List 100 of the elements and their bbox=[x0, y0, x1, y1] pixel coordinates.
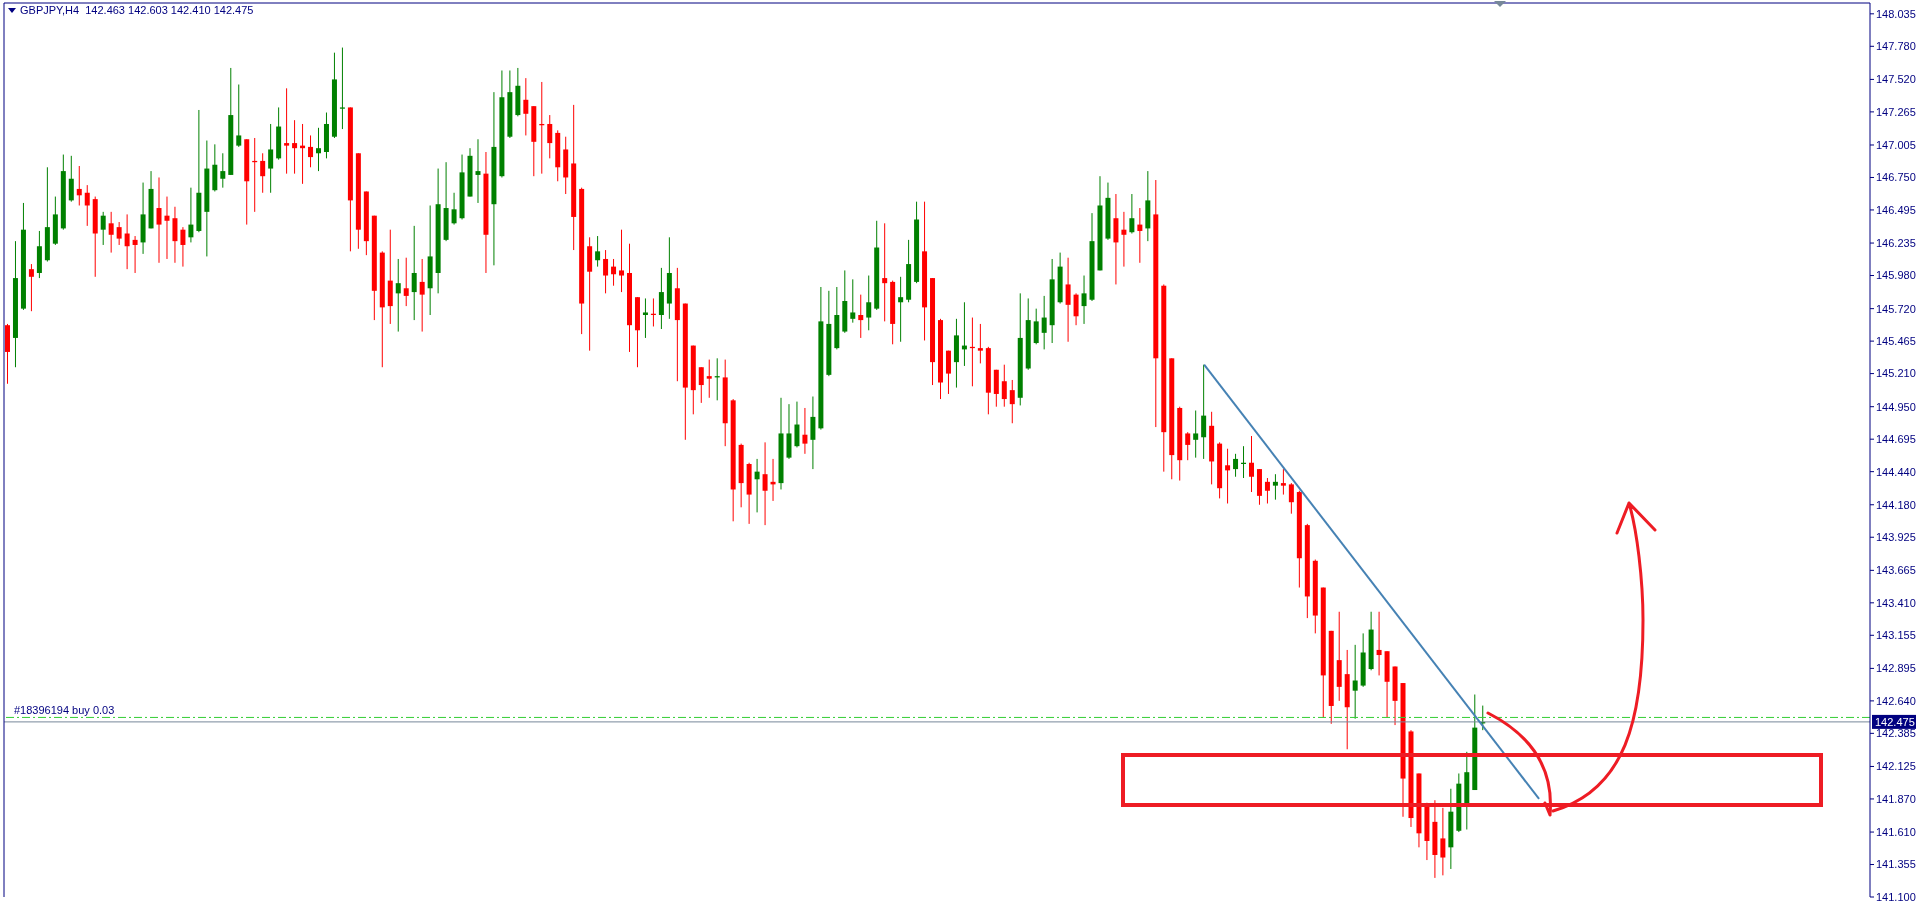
candlestick bbox=[132, 235, 138, 274]
candlestick bbox=[1264, 477, 1270, 504]
candlestick bbox=[156, 176, 162, 264]
candlestick bbox=[1233, 453, 1239, 478]
candlestick bbox=[28, 263, 34, 312]
candlestick bbox=[339, 47, 345, 130]
y-tick-label: 147.520 bbox=[1876, 73, 1916, 86]
candlestick bbox=[284, 87, 290, 175]
y-tick-label: 144.180 bbox=[1876, 498, 1916, 511]
candlestick bbox=[603, 249, 609, 294]
candlestick bbox=[1288, 482, 1294, 515]
y-tick-label: 145.465 bbox=[1876, 335, 1916, 348]
y-tick-label: 141.100 bbox=[1876, 890, 1916, 903]
candlestick bbox=[762, 441, 768, 526]
candlestick bbox=[658, 267, 664, 330]
chart-title: GBPJPY,H4 142.463 142.603 142.410 142.475 bbox=[20, 4, 254, 16]
y-tick-label: 147.780 bbox=[1876, 40, 1916, 53]
y-tick-label: 146.750 bbox=[1876, 171, 1916, 184]
candlestick bbox=[475, 138, 481, 204]
candlestick bbox=[1073, 292, 1079, 326]
candlestick bbox=[180, 226, 186, 268]
y-tick-label: 143.410 bbox=[1876, 596, 1916, 609]
candlestick bbox=[523, 77, 529, 136]
y-tick-label: 147.265 bbox=[1876, 105, 1916, 118]
candlestick bbox=[1001, 364, 1007, 408]
y-tick-label: 142.385 bbox=[1876, 727, 1916, 740]
y-tick-label: 141.355 bbox=[1876, 858, 1916, 871]
candlestick bbox=[395, 258, 401, 333]
candlestick bbox=[403, 257, 409, 307]
candlestick bbox=[220, 152, 226, 189]
candlestick bbox=[411, 225, 417, 321]
candlestick bbox=[802, 407, 808, 455]
y-tick-label: 143.925 bbox=[1876, 531, 1916, 544]
candlestick bbox=[611, 258, 617, 287]
candlestick bbox=[977, 323, 983, 364]
candlestick bbox=[1280, 468, 1286, 496]
candlestick bbox=[260, 152, 266, 194]
candlestick bbox=[1121, 211, 1127, 268]
candlestick bbox=[1041, 295, 1047, 350]
candlestick bbox=[642, 297, 648, 339]
candlestick bbox=[794, 401, 800, 448]
candlestick bbox=[316, 127, 321, 172]
y-tick-label: 142.895 bbox=[1876, 662, 1916, 675]
candlestick bbox=[1033, 308, 1039, 345]
candlestick bbox=[850, 278, 856, 324]
y-tick-label: 144.440 bbox=[1876, 465, 1916, 478]
y-tick-label: 144.950 bbox=[1876, 400, 1916, 413]
y-tick-label: 143.155 bbox=[1876, 629, 1916, 642]
candlestick bbox=[68, 155, 74, 203]
candlestick bbox=[619, 229, 625, 293]
candlestick bbox=[1193, 410, 1199, 459]
ref-line-label: 142.475 bbox=[1875, 715, 1915, 728]
candlestick bbox=[945, 350, 951, 395]
candlestick bbox=[754, 458, 760, 513]
candlestick bbox=[1440, 807, 1446, 876]
candlestick bbox=[1225, 448, 1231, 504]
candlestick bbox=[1081, 275, 1087, 325]
candlestick bbox=[1065, 257, 1071, 343]
candlestick bbox=[547, 114, 553, 159]
y-tick-label: 142.640 bbox=[1876, 694, 1916, 707]
y-tick-label: 145.980 bbox=[1876, 269, 1916, 282]
candlestick bbox=[1272, 473, 1278, 501]
candlestick bbox=[1137, 207, 1143, 264]
candlestick bbox=[164, 196, 170, 260]
candlestick bbox=[292, 119, 298, 175]
y-tick-label: 146.235 bbox=[1876, 236, 1916, 249]
candlestick bbox=[172, 206, 178, 264]
y-tick-label: 141.610 bbox=[1876, 825, 1916, 838]
candlestick bbox=[882, 222, 888, 322]
candlestick bbox=[76, 165, 82, 206]
candlestick bbox=[1129, 193, 1135, 234]
y-tick-label: 144.695 bbox=[1876, 433, 1916, 446]
ref-line-label: #18396194 buy 0.03 bbox=[14, 704, 115, 717]
y-tick-label: 146.495 bbox=[1876, 203, 1916, 216]
candlestick bbox=[100, 211, 106, 246]
candlestick bbox=[236, 84, 242, 148]
candlestick bbox=[188, 187, 194, 243]
candlestick bbox=[116, 221, 122, 246]
candlestick bbox=[706, 359, 712, 399]
candlestick bbox=[1249, 435, 1254, 493]
y-tick-label: 147.005 bbox=[1876, 138, 1916, 151]
candlestick bbox=[1376, 611, 1382, 676]
candlestick bbox=[810, 396, 816, 470]
candlestick bbox=[1201, 364, 1207, 460]
candlestick bbox=[451, 192, 457, 226]
candlestick bbox=[124, 213, 130, 270]
y-tick-label: 142.125 bbox=[1876, 760, 1916, 773]
candlestick bbox=[1352, 644, 1358, 720]
candlestick bbox=[268, 123, 274, 194]
candlestick bbox=[858, 294, 864, 339]
candlestick bbox=[1009, 379, 1015, 424]
y-tick-label: 145.210 bbox=[1876, 367, 1916, 380]
candlestick bbox=[1185, 431, 1191, 461]
candlestick bbox=[84, 184, 90, 227]
y-tick-label: 148.035 bbox=[1876, 7, 1916, 20]
y-tick-label: 143.665 bbox=[1876, 564, 1916, 577]
candlestick bbox=[898, 276, 904, 343]
candlestick bbox=[108, 211, 114, 254]
candlestick bbox=[595, 235, 601, 268]
candlestick bbox=[419, 258, 425, 333]
